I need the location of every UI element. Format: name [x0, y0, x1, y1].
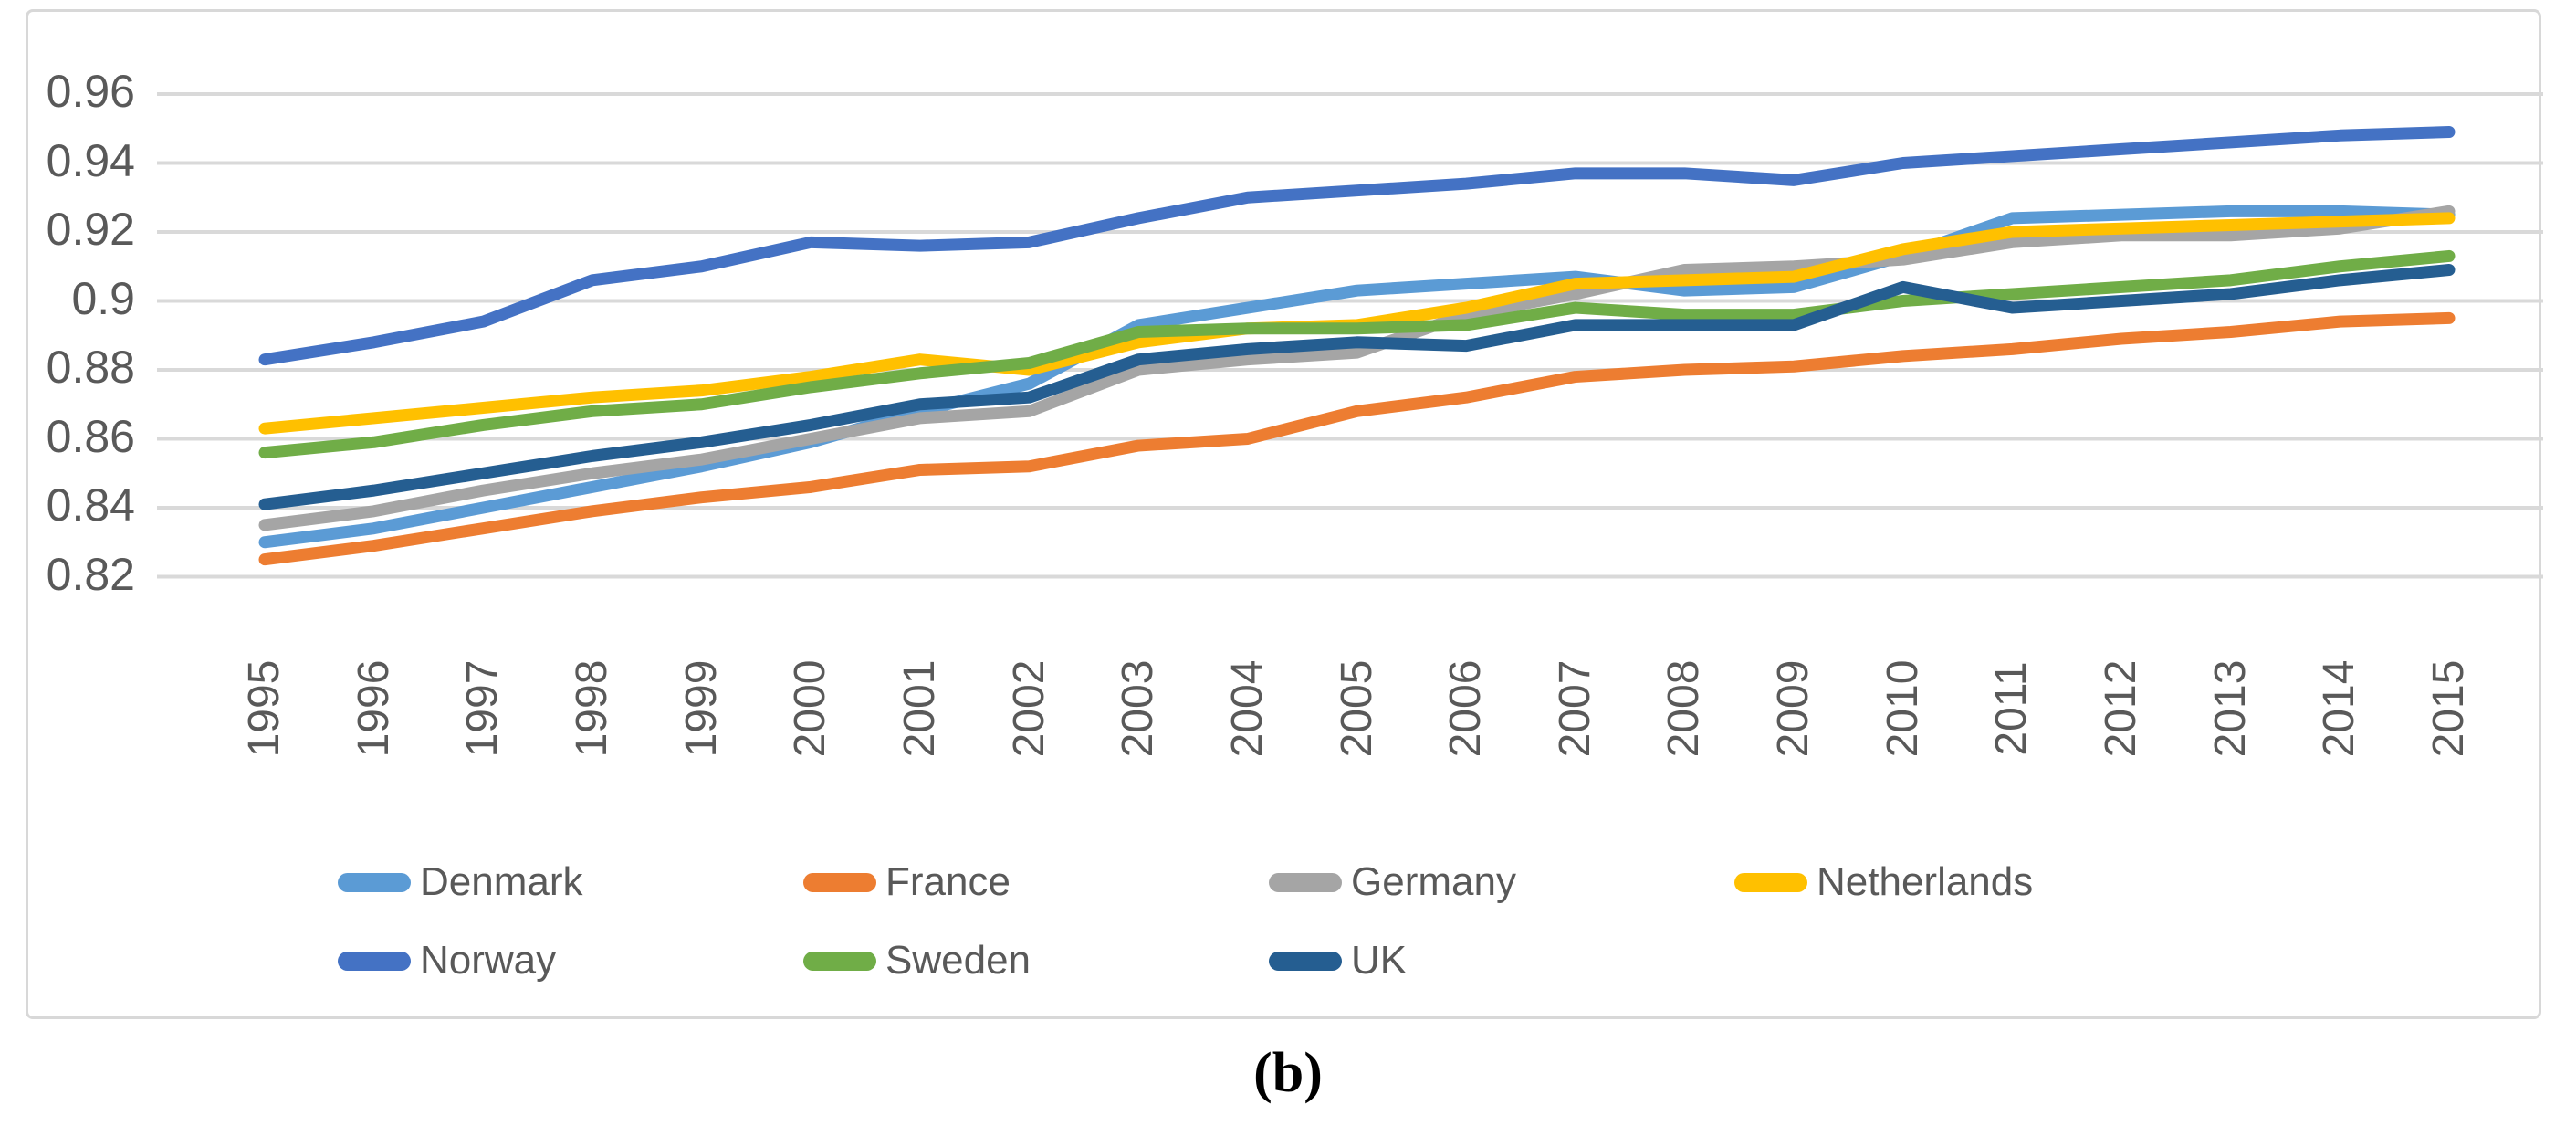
x-axis-label: 2000	[786, 659, 835, 758]
legend-label: Denmark	[420, 859, 583, 904]
x-axis-label: 2011	[1987, 661, 2037, 756]
series-line-germany	[258, 205, 2456, 531]
x-axis-label: 2010	[1878, 659, 1927, 758]
series-line-norway	[258, 126, 2456, 366]
x-axis-label: 2006	[1441, 659, 1491, 758]
y-axis-label: 0.96	[46, 66, 135, 117]
x-axis-label: 1997	[458, 659, 508, 758]
legend-item-norway: Norway	[338, 938, 557, 983]
x-axis-label: 1998	[567, 659, 616, 758]
legend-swatch-sweden	[803, 951, 876, 971]
series-line-denmark	[258, 205, 2456, 549]
x-axis-label: 2015	[2424, 659, 2473, 758]
x-axis-label: 2008	[1660, 659, 1709, 758]
legend-swatch-uk	[1269, 951, 1342, 971]
x-axis-label: 2004	[1222, 659, 1272, 758]
legend-swatch-denmark	[338, 872, 411, 892]
y-axis-label: 0.9	[71, 272, 135, 324]
caption: (b)	[1253, 1042, 1323, 1104]
x-axis-label: 2001	[895, 659, 944, 758]
legend-swatch-germany	[1269, 872, 1342, 892]
x-axis-label: 2013	[2205, 659, 2255, 758]
x-axis-label: 2009	[1769, 659, 1818, 758]
legend-label: UK	[1351, 938, 1408, 983]
legend-item-uk: UK	[1269, 938, 1408, 983]
x-axis-label: 1996	[349, 659, 398, 758]
legend-swatch-france	[803, 872, 876, 892]
legend-label: Sweden	[885, 938, 1031, 983]
x-axis-label: 2012	[2097, 659, 2146, 758]
series-line-sweden	[258, 249, 2456, 459]
y-axis-label: 0.84	[46, 479, 135, 531]
x-axis-label: 1999	[676, 659, 726, 758]
legend-swatch-netherlands	[1734, 872, 1807, 892]
y-axis-label: 0.86	[46, 410, 135, 462]
legend-label: Netherlands	[1817, 859, 2034, 904]
legend-label: Norway	[420, 938, 557, 983]
y-axis-label: 0.94	[46, 134, 135, 186]
y-axis-label: 0.92	[46, 204, 135, 255]
legend-item-germany: Germany	[1269, 859, 1516, 904]
legend-label: Germany	[1351, 859, 1516, 904]
x-axis-label: 2007	[1550, 659, 1599, 758]
legend-item-netherlands: Netherlands	[1734, 859, 2034, 904]
y-axis-label: 0.88	[46, 342, 135, 393]
x-axis-label: 2014	[2315, 659, 2364, 758]
legend-item-france: France	[803, 859, 1011, 904]
x-axis-label: 2003	[1114, 659, 1163, 758]
legend-label: France	[885, 859, 1011, 904]
series-line-uk	[258, 264, 2456, 510]
x-axis-label: 2005	[1332, 659, 1381, 758]
legend-item-denmark: Denmark	[338, 859, 583, 904]
x-axis-label: 1995	[240, 659, 288, 758]
legend-item-sweden: Sweden	[803, 938, 1031, 983]
x-axis-label: 2002	[1004, 659, 1053, 758]
y-axis-label: 0.82	[46, 548, 135, 600]
legend-swatch-norway	[338, 951, 411, 971]
series-line-france	[258, 311, 2456, 566]
